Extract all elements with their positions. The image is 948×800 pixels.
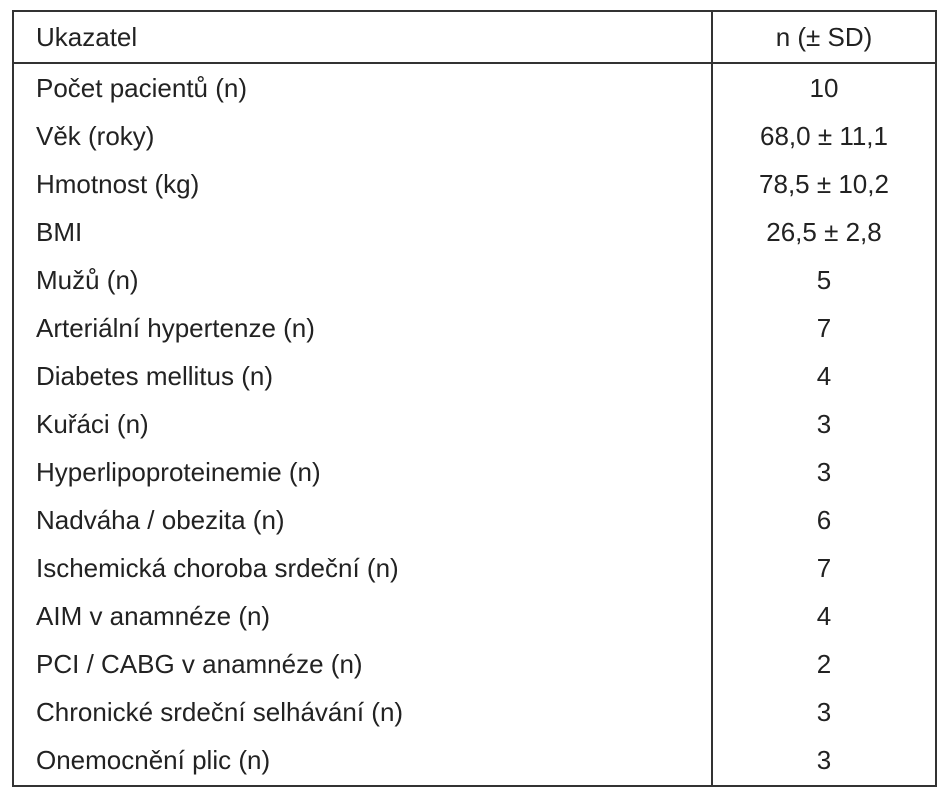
table-row: PCI / CABG v anamnéze (n) 2 <box>14 640 935 689</box>
data-table: Ukazatel n (± SD) Počet pacientů (n) 10 Vě… <box>14 12 935 785</box>
table-row: Mužů (n) 5 <box>14 256 935 305</box>
value-cell: 3 <box>711 448 935 497</box>
table-row: Onemocnění plic (n) 3 <box>14 736 935 785</box>
value-cell: 26,5 ± 2,8 <box>711 208 935 257</box>
table-row: AIM v anamnéze (n) 4 <box>14 592 935 641</box>
value-cell: 4 <box>711 352 935 401</box>
table-row: Arteriální hypertenze (n) 7 <box>14 304 935 353</box>
value-cell: 2 <box>711 640 935 689</box>
value-cell: 68,0 ± 11,1 <box>711 112 935 161</box>
table-row: Diabetes mellitus (n) 4 <box>14 352 935 401</box>
header-row: Ukazatel n (± SD) <box>14 12 935 65</box>
table-row: BMI 26,5 ± 2,8 <box>14 208 935 257</box>
label-cell: Diabetes mellitus (n) <box>36 360 273 391</box>
value-cell: 3 <box>711 400 935 449</box>
label-cell: Mužů (n) <box>36 264 139 295</box>
label-cell: AIM v anamnéze (n) <box>36 601 271 632</box>
label-cell: Onemocnění plic (n) <box>36 745 271 776</box>
label-cell: Počet pacientů (n) <box>36 72 248 103</box>
label-cell: Nadváha / obezita (n) <box>36 505 285 536</box>
table-body: Ukazatel n (± SD) Počet pacientů (n) 10 Vě… <box>14 12 935 785</box>
header-cell: n (± SD) <box>711 12 935 65</box>
table-row: Chronické srdeční selhávání (n) 3 <box>14 688 935 737</box>
table-row: Hyperlipoproteinemie (n) 3 <box>14 448 935 497</box>
label-cell: Arteriální hypertenze (n) <box>36 312 315 343</box>
table-frame: Ukazatel n (± SD) Počet pacientů (n) 10 Vě… <box>12 10 937 787</box>
label-cell: BMI <box>36 216 83 247</box>
table-row: Nadváha / obezita (n) 6 <box>14 496 935 545</box>
label-cell: PCI / CABG v anamnéze (n) <box>36 649 363 680</box>
table-row: Věk (roky) 68,0 ± 11,1 <box>14 112 935 161</box>
label-cell: Hyperlipoproteinemie (n) <box>36 456 321 487</box>
label-cell: Ischemická choroba srdeční (n) <box>36 553 399 584</box>
value-cell: 7 <box>711 304 935 353</box>
value-cell: 6 <box>711 496 935 545</box>
label-cell: Chronické srdeční selhávání (n) <box>36 697 404 728</box>
value-cell: 5 <box>711 256 935 305</box>
value-cell: 7 <box>711 544 935 593</box>
table-row: Počet pacientů (n) 10 <box>14 63 935 113</box>
label-cell: Hmotnost (kg) <box>36 168 200 199</box>
value-cell: 78,5 ± 10,2 <box>711 160 935 209</box>
table-row: Hmotnost (kg) 78,5 ± 10,2 <box>14 160 935 209</box>
value-cell: 4 <box>711 592 935 641</box>
value-cell: 10 <box>711 63 935 113</box>
table-row: Kuřáci (n) 3 <box>14 400 935 449</box>
value-cell: 3 <box>711 688 935 737</box>
label-cell: Věk (roky) <box>36 120 155 151</box>
table-row: Ischemická choroba srdeční (n) 7 <box>14 544 935 593</box>
header-cell: Ukazatel <box>14 12 712 65</box>
label-cell: Kuřáci (n) <box>36 408 149 439</box>
value-cell: 3 <box>711 736 935 785</box>
